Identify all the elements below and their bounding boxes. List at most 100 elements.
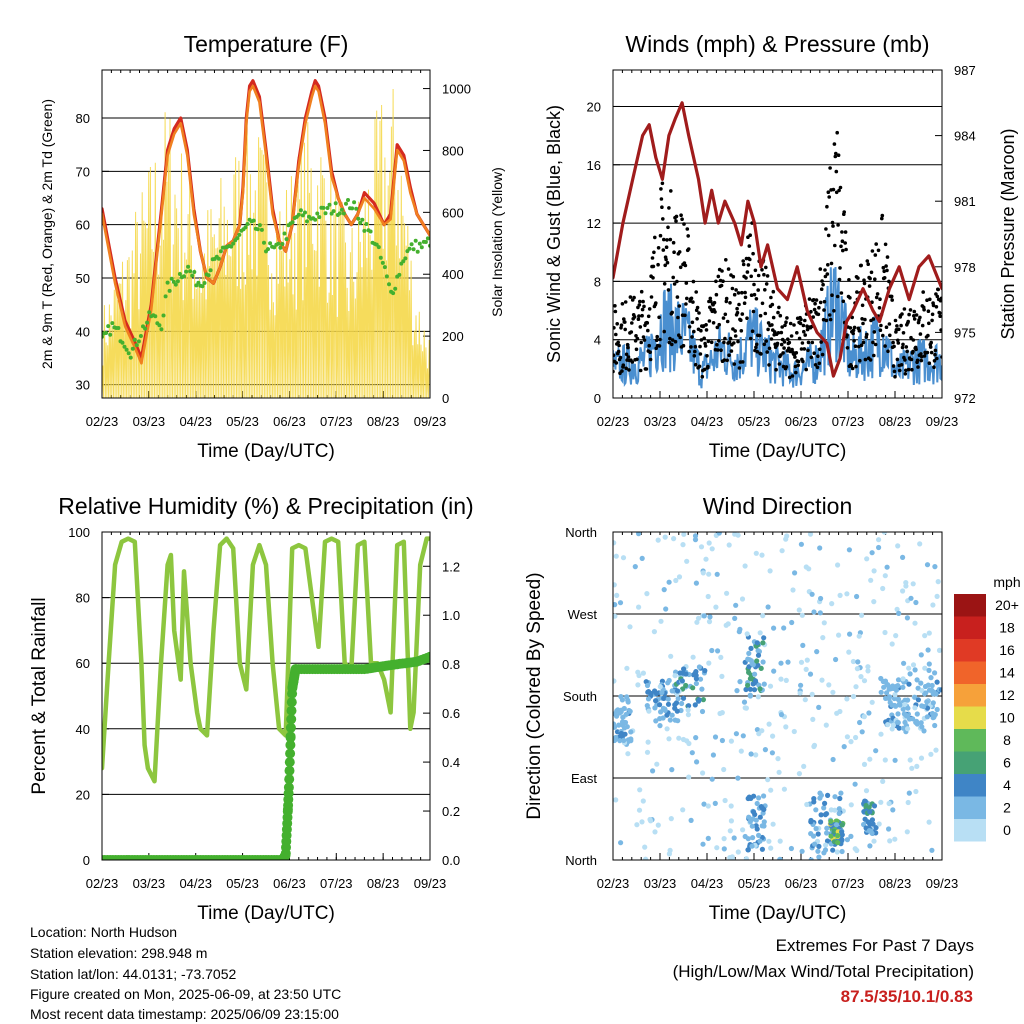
temperature-ytick-label: 40 <box>76 324 90 339</box>
direction-point <box>694 619 700 625</box>
direction-point <box>759 846 766 852</box>
extremes-values: 87.5/35/10.1/0.83 <box>840 987 973 1006</box>
humidity-ytick-right-label: 0.0 <box>442 853 460 868</box>
humidity-xtick-label: 04/23 <box>179 876 212 891</box>
winds-ytick-right-label: 978 <box>954 260 976 275</box>
direction-point <box>628 738 634 744</box>
winds-gust-point <box>912 309 917 314</box>
winds-gust-point <box>725 319 730 324</box>
direction-point <box>690 654 696 660</box>
direction-point <box>644 749 651 755</box>
direction-point <box>924 714 931 720</box>
direction-point <box>905 697 911 703</box>
winds-gust-point <box>819 340 823 344</box>
direction-point <box>900 554 906 561</box>
winds-gust-point <box>905 349 909 354</box>
winds-gust-point <box>634 347 639 352</box>
direction-point <box>828 818 834 824</box>
winds-ytick-label: 8 <box>594 274 601 289</box>
winds-gust-point <box>721 316 726 320</box>
winds-gust-point <box>766 327 770 332</box>
direction-point <box>747 692 753 698</box>
direction-point <box>791 728 797 735</box>
direction-point <box>642 844 648 850</box>
direction-point <box>669 712 675 718</box>
humidity-rainfall-point <box>290 664 301 675</box>
winds-gust-point <box>893 374 897 379</box>
direction-point <box>620 714 626 720</box>
winds-gust-point <box>762 272 766 277</box>
direction-point <box>830 756 836 763</box>
winds-gust-point <box>662 237 666 242</box>
winds-gust-point <box>928 345 933 349</box>
winds-gust-point <box>827 195 831 199</box>
direction-point <box>913 788 919 795</box>
winds-gust-point <box>686 234 690 238</box>
winds-gust-point <box>639 340 643 345</box>
temperature-dewpoint-point <box>243 225 248 230</box>
winds-gust-point <box>727 340 732 344</box>
direction-point <box>750 816 756 822</box>
direction-point <box>710 752 717 758</box>
winds-gust-point <box>838 266 842 270</box>
direction-xtick-label: 02/23 <box>597 876 630 891</box>
direction-point <box>822 812 829 818</box>
temperature-dewpoint-point <box>423 240 428 244</box>
direction-point <box>637 787 643 793</box>
winds-gust-point <box>683 263 688 268</box>
temperature-dewpoint-point <box>132 337 137 342</box>
temperature-dewpoint-point <box>106 324 111 329</box>
direction-point <box>624 724 630 730</box>
winds-gust-point <box>848 296 852 300</box>
temperature-dewpoint-point <box>331 209 336 214</box>
winds-gust-point <box>803 333 807 337</box>
winds-gust-point <box>910 367 914 372</box>
winds-gust-point <box>788 321 793 326</box>
temperature-dewpoint-point <box>315 211 320 216</box>
winds-gust-point <box>889 294 894 299</box>
winds-gust-point <box>698 344 702 349</box>
winds-gust-point <box>933 352 937 357</box>
temperature-dewpoint-point <box>415 249 420 254</box>
direction-point <box>869 830 875 836</box>
direction-point <box>673 577 679 584</box>
direction-point <box>761 806 767 813</box>
direction-point <box>636 604 642 610</box>
temperature-dewpoint-point <box>257 223 262 228</box>
winds-gust-point <box>704 328 709 332</box>
winds-gust-point <box>771 289 776 294</box>
winds-gust-point <box>678 335 682 340</box>
direction-point <box>712 800 718 807</box>
winds-gust-point <box>860 303 865 308</box>
direction-point <box>660 715 666 721</box>
winds-gust-point <box>681 343 686 348</box>
direction-point <box>841 744 847 750</box>
winds-gust-point <box>836 223 840 227</box>
direction-point <box>932 564 938 570</box>
direction-point <box>861 761 868 768</box>
direction-point <box>930 700 936 706</box>
winds-gust-point <box>652 250 656 255</box>
direction-point <box>790 587 796 593</box>
direction-point <box>848 739 854 745</box>
direction-point <box>700 697 707 703</box>
direction-point <box>915 685 921 691</box>
direction-legend-label: 14 <box>999 665 1015 681</box>
direction-legend-swatch <box>954 684 986 707</box>
winds-gust-point <box>660 181 665 186</box>
winds-gust-point <box>709 340 714 345</box>
winds-gust-point <box>838 185 843 190</box>
direction-point <box>709 776 715 782</box>
direction-point <box>762 747 769 753</box>
winds-gust-point <box>787 375 792 380</box>
winds-gust-point <box>896 338 900 343</box>
temperature-dewpoint-point <box>417 241 422 246</box>
direction-point <box>882 573 888 579</box>
humidity-ytick-right-label: 0.4 <box>442 755 460 770</box>
direction-point <box>668 653 674 659</box>
direction-point <box>748 795 754 802</box>
temperature-dewpoint-point <box>298 208 303 213</box>
direction-point <box>930 691 936 697</box>
winds-gust-point <box>818 347 822 352</box>
direction-point <box>665 696 671 702</box>
